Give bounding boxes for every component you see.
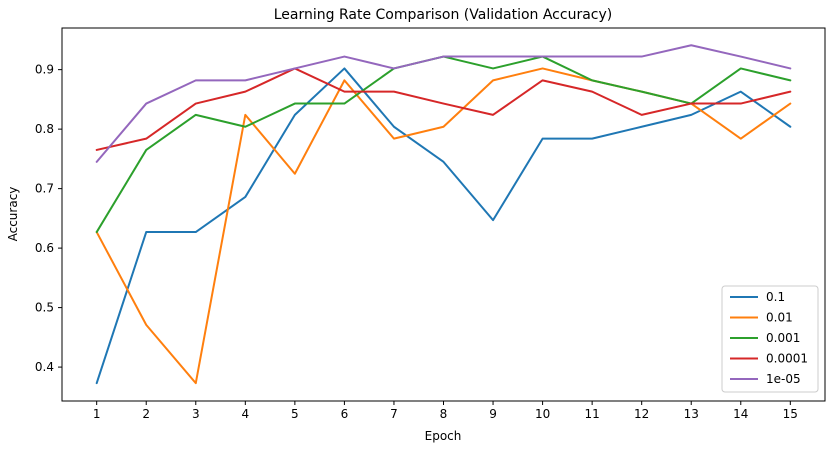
legend: 0.1 0.01 0.001 0.0001 1e-05 [721,285,819,393]
plot-frame [61,27,826,402]
x-tick-label: 2 [142,407,150,421]
x-axis-label: Epoch [425,429,462,443]
x-tick-label: 3 [192,407,200,421]
y-tick-label: 0.9 [35,63,54,77]
x-tick-label: 8 [440,407,448,421]
y-tick-label: 0.8 [35,122,54,136]
y-tick-label: 0.6 [35,241,54,255]
series-line-0.0001 [95,67,792,151]
x-tick-label: 5 [291,407,299,421]
x-tick-label: 14 [733,407,748,421]
x-tick-label: 1 [93,407,101,421]
legend-label: 0.01 [766,311,793,325]
legend-label: 0.1 [766,290,785,304]
x-tick-label: 9 [489,407,497,421]
x-tick-label: 6 [341,407,349,421]
legend-label: 0.0001 [766,352,808,366]
series-line-1e-05 [95,44,792,163]
x-tick-label: 7 [390,407,398,421]
series-line-0.1 [95,67,792,385]
x-tick-label: 11 [584,407,599,421]
plot-area [62,28,825,401]
x-tick-label: 15 [783,407,798,421]
series-lines [95,44,792,385]
y-tick-label: 0.7 [35,182,54,196]
x-tick-label: 13 [684,407,699,421]
legend-label: 0.001 [766,331,800,345]
y-tick-label: 0.4 [35,360,54,374]
y-axis-label: Accuracy [6,187,20,242]
x-axis: 1 2 3 4 5 6 7 8 9 10 11 12 13 14 15 [93,401,798,421]
legend-label: 1e-05 [766,372,801,386]
x-tick-label: 4 [241,407,249,421]
x-tick-label: 12 [634,407,649,421]
chart-title: Learning Rate Comparison (Validation Acc… [274,7,612,23]
x-tick-label: 10 [535,407,550,421]
y-tick-label: 0.5 [35,301,54,315]
y-axis: 0.4 0.5 0.6 0.7 0.8 0.9 [35,63,62,374]
legend-box [721,285,819,393]
